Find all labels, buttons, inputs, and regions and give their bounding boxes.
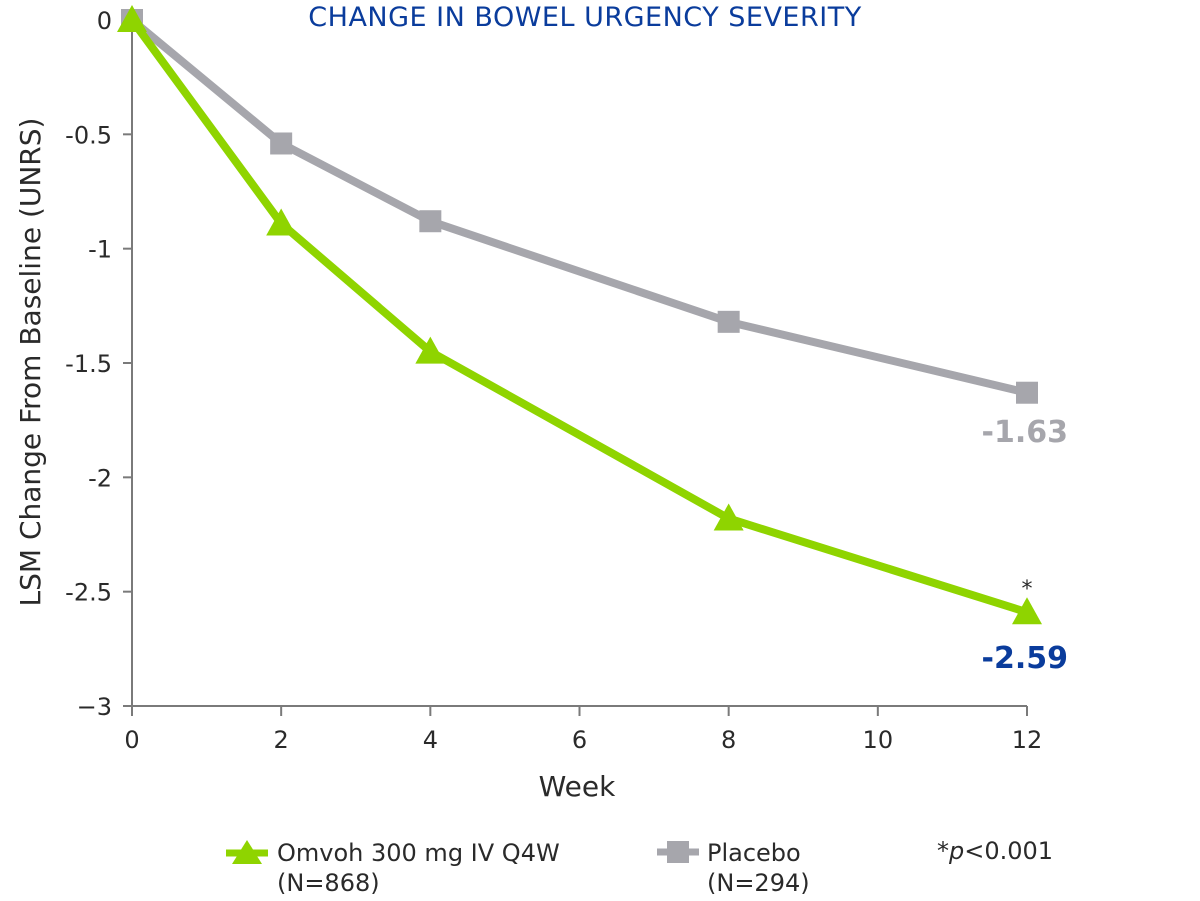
data-point-omvoh <box>713 503 744 531</box>
y-tick-label: -2.5 <box>65 579 112 607</box>
end-label-omvoh: -2.59 <box>982 641 1068 676</box>
y-tick-label: 0 <box>97 7 112 35</box>
legend-omvoh-triangle-icon <box>232 840 262 864</box>
legend-item-omvoh: Omvoh 300 mg IV Q4W (N=868) <box>226 839 560 897</box>
y-tick-label: -2 <box>88 464 112 492</box>
legend-placebo-n: (N=294) <box>707 869 810 897</box>
p-value-asterisk: * <box>937 837 949 865</box>
legend-placebo-label: Placebo <box>707 839 801 867</box>
series-layer <box>117 5 1042 625</box>
p-value-footnote: *p<0.001 <box>937 837 1053 865</box>
x-tick-label: 6 <box>572 726 587 754</box>
x-tick-label: 8 <box>721 726 736 754</box>
data-point-placebo <box>1016 381 1038 404</box>
data-point-omvoh <box>1012 597 1042 625</box>
significance-asterisk: * <box>1022 577 1033 602</box>
x-tick-label: 2 <box>274 726 289 754</box>
data-point-placebo <box>419 210 442 233</box>
data-point-placebo <box>270 132 293 155</box>
x-tick-label: 12 <box>1012 726 1043 754</box>
data-point-omvoh <box>117 5 147 32</box>
y-axis-label: LSM Change From Baseline (UNRS) <box>14 118 47 607</box>
legend-placebo-square-icon <box>667 841 689 863</box>
legend: Omvoh 300 mg IV Q4W (N=868) Placebo (N=2… <box>226 837 1053 897</box>
end-label-placebo: -1.63 <box>982 415 1068 450</box>
y-tick-label: -1.5 <box>65 350 112 378</box>
x-ticks: 0 2 4 6 8 10 12 <box>124 706 1042 754</box>
p-value-threshold: <0.001 <box>964 837 1053 865</box>
data-point-omvoh <box>415 336 446 364</box>
y-tick-label: -0.5 <box>65 121 112 149</box>
data-point-omvoh <box>266 208 297 236</box>
x-tick-label: 10 <box>863 726 894 754</box>
legend-item-placebo: Placebo (N=294) <box>657 839 810 897</box>
y-ticks: 0 -0.5 -1 -1.5 -2 -2.5 −3 <box>65 7 132 721</box>
data-point-placebo <box>717 310 740 333</box>
x-axis-label: Week <box>539 770 616 803</box>
y-tick-label: -1 <box>88 236 112 264</box>
x-tick-label: 4 <box>423 726 438 754</box>
legend-omvoh-n: (N=868) <box>277 869 380 897</box>
legend-omvoh-label: Omvoh 300 mg IV Q4W <box>277 839 560 867</box>
y-tick-label: −3 <box>77 693 112 721</box>
series-line-omvoh <box>128 17 1029 617</box>
x-tick-label: 0 <box>124 726 139 754</box>
p-value-p: p <box>948 837 964 865</box>
chart-title: CHANGE IN BOWEL URGENCY SEVERITY <box>308 2 861 33</box>
